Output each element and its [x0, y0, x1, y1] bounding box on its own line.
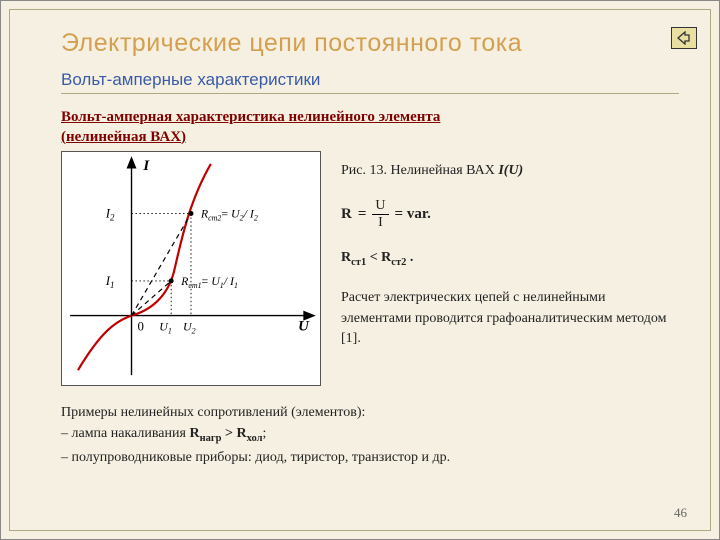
inequality: Rст1 < Rст2 . — [341, 248, 679, 270]
formula-den: I — [378, 215, 383, 230]
page-number: 46 — [674, 505, 687, 521]
figure-caption: Рис. 13. Нелинейная ВАХ I(U) — [341, 161, 679, 181]
formula-tail: = var. — [395, 204, 431, 226]
svg-text:I2: I2 — [105, 206, 115, 222]
page-subtitle: Вольт-амперные характеристики — [61, 70, 679, 94]
heading-line1: Вольт-амперная характеристика нелинейног… — [61, 109, 440, 125]
ex1-r2: R — [236, 426, 246, 441]
svg-text:U2: U2 — [183, 319, 196, 335]
figure-text-column: Рис. 13. Нелинейная ВАХ I(U) R = U I = v… — [341, 151, 679, 386]
svg-text:Rст1= U1/ I1: Rст1= U1/ I1 — [180, 274, 238, 290]
vac-chart: I U 0 I1 I2 U1 U2 Rст1= U1/ I1 Rст2= U2/… — [61, 151, 321, 386]
example-item-2: – полупроводниковые приборы: диод, тирис… — [61, 447, 679, 468]
section-heading: Вольт-амперная характеристика нелинейног… — [61, 108, 679, 147]
origin-label: 0 — [137, 319, 143, 333]
ex1-prefix: – лампа накаливания — [61, 426, 189, 441]
formula-num: U — [372, 199, 388, 215]
ex1-sub1: нагр — [200, 433, 222, 444]
formula-eq: = — [358, 204, 367, 226]
axis-U-label: U — [298, 318, 310, 334]
caption-func: I(U) — [498, 163, 523, 178]
caption-prefix: Рис. 13. Нелинейная ВАХ — [341, 163, 498, 178]
svg-text:Rст2= U2/ I2: Rст2= U2/ I2 — [200, 206, 258, 222]
axis-I-label: I — [142, 158, 150, 174]
calc-note: Расчет электрических цепей с нелинейными… — [341, 288, 679, 349]
heading-line2: (нелинейная ВАХ) — [61, 129, 186, 145]
examples-lead: Примеры нелинейных сопротивлений (элемен… — [61, 402, 679, 423]
formula-R: R — [341, 204, 352, 226]
ex1-sub2: хол — [247, 433, 263, 444]
svg-text:I1: I1 — [105, 274, 115, 290]
page-title: Электрические цепи постоянного тока — [61, 29, 679, 58]
ex1-r1: R — [189, 426, 199, 441]
vac-chart-svg: I U 0 I1 I2 U1 U2 Rст1= U1/ I1 Rст2= U2/… — [62, 152, 320, 385]
ex1-tail: ; — [262, 426, 266, 441]
resistance-formula: R = U I = var. — [341, 199, 679, 230]
example-item-1: – лампа накаливания Rнагр > Rхол; — [61, 423, 679, 447]
svg-text:U1: U1 — [159, 319, 172, 335]
examples-block: Примеры нелинейных сопротивлений (элемен… — [61, 402, 679, 468]
ex1-mid: > — [222, 426, 237, 441]
